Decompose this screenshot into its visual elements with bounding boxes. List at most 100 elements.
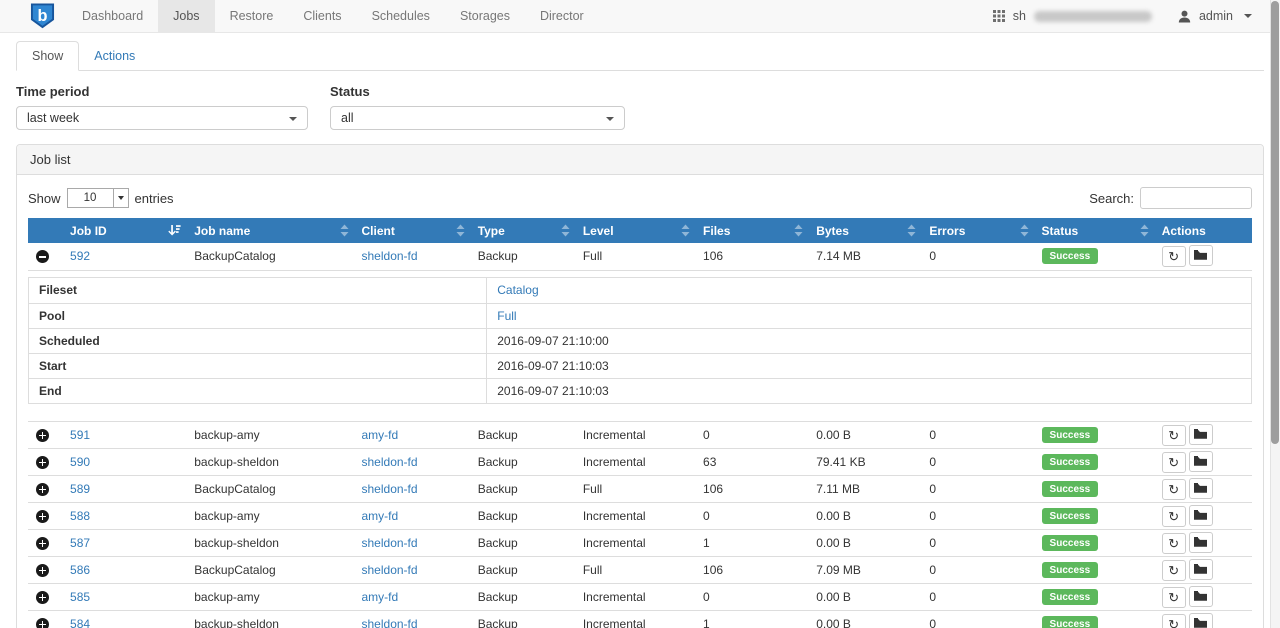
client-link[interactable]: amy-fd (362, 590, 399, 604)
column-header-level[interactable]: Level (575, 218, 695, 243)
expand-row-icon[interactable] (36, 618, 49, 628)
column-header-errors[interactable]: Errors (921, 218, 1033, 243)
errors-cell: 0 (921, 610, 1033, 628)
run-again-button[interactable]: ↻ (1162, 452, 1186, 473)
nav-item-dashboard[interactable]: Dashboard (67, 0, 158, 32)
bacula-logo[interactable]: b (0, 0, 67, 32)
job-id-link[interactable]: 587 (70, 536, 90, 550)
status-badge: Success (1042, 248, 1099, 264)
run-again-button[interactable]: ↻ (1162, 246, 1186, 267)
vertical-scrollbar[interactable] (1270, 0, 1280, 628)
job-row-585: 585backup-amyamy-fdBackupIncremental00.0… (28, 583, 1252, 610)
job-id-link[interactable]: 590 (70, 455, 90, 469)
job-log-button[interactable] (1189, 586, 1213, 607)
job-log-button[interactable] (1189, 245, 1213, 266)
run-again-button[interactable]: ↻ (1162, 479, 1186, 500)
job-log-button[interactable] (1189, 505, 1213, 526)
run-again-button[interactable]: ↻ (1162, 425, 1186, 446)
job-log-button[interactable] (1189, 424, 1213, 445)
client-link[interactable]: sheldon-fd (362, 563, 418, 577)
entries-label: entries (135, 191, 174, 206)
client-link[interactable]: sheldon-fd (362, 536, 418, 550)
tab-actions[interactable]: Actions (79, 42, 150, 70)
job-name-cell: BackupCatalog (186, 475, 353, 502)
files-cell: 106 (695, 556, 808, 583)
time-period-select[interactable]: last week (16, 106, 308, 130)
detail-value-link[interactable]: Catalog (497, 283, 538, 297)
job-log-button[interactable] (1189, 478, 1213, 499)
client-link[interactable]: sheldon-fd (362, 482, 418, 496)
collapse-row-icon[interactable] (36, 250, 49, 263)
files-cell: 0 (695, 583, 808, 610)
expand-row-icon[interactable] (36, 537, 49, 550)
redacted-hostname (1034, 11, 1152, 22)
job-id-link[interactable]: 585 (70, 590, 90, 604)
job-log-button[interactable] (1189, 559, 1213, 580)
scrollbar-thumb[interactable] (1271, 1, 1279, 444)
column-header-job-id[interactable]: Job ID (62, 218, 186, 243)
bytes-cell: 0.00 B (808, 610, 921, 628)
job-log-button[interactable] (1189, 532, 1213, 553)
user-menu[interactable]: admin (1199, 9, 1233, 23)
job-id-link[interactable]: 586 (70, 563, 90, 577)
expand-row-icon[interactable] (36, 564, 49, 577)
column-header-client[interactable]: Client (354, 218, 470, 243)
bytes-cell: 0.00 B (808, 583, 921, 610)
job-row-590: 590backup-sheldonsheldon-fdBackupIncreme… (28, 448, 1252, 475)
expand-row-icon[interactable] (36, 483, 49, 496)
tab-show[interactable]: Show (16, 41, 79, 71)
nav-item-clients[interactable]: Clients (288, 0, 356, 32)
files-cell: 0 (695, 421, 808, 448)
client-link[interactable]: sheldon-fd (362, 455, 418, 469)
job-id-link[interactable]: 592 (70, 249, 90, 263)
expand-row-icon[interactable] (36, 456, 49, 469)
job-id-cell: 590 (62, 448, 186, 475)
job-id-link[interactable]: 589 (70, 482, 90, 496)
nav-item-schedules[interactable]: Schedules (357, 0, 445, 32)
run-again-button[interactable]: ↻ (1162, 506, 1186, 527)
job-id-link[interactable]: 588 (70, 509, 90, 523)
client-link[interactable]: sheldon-fd (362, 617, 418, 628)
run-again-button[interactable]: ↻ (1162, 587, 1186, 608)
level-cell: Incremental (575, 583, 695, 610)
job-id-link[interactable]: 591 (70, 428, 90, 442)
client-link[interactable]: amy-fd (362, 509, 399, 523)
nav-item-restore[interactable]: Restore (215, 0, 289, 32)
job-row-592: 592BackupCatalogsheldon-fdBackupFull1067… (28, 243, 1252, 270)
job-log-button[interactable] (1189, 451, 1213, 472)
column-header-status[interactable]: Status (1034, 218, 1154, 243)
entries-select[interactable]: 10 (67, 188, 129, 208)
detail-value-link[interactable]: Full (497, 309, 516, 323)
client-link[interactable]: sheldon-fd (362, 249, 418, 263)
job-log-button[interactable] (1189, 613, 1213, 628)
job-id-link[interactable]: 584 (70, 617, 90, 628)
job-name-cell: backup-amy (186, 502, 353, 529)
expand-row-icon[interactable] (36, 429, 49, 442)
detail-row-start: Start2016-09-07 21:10:03 (29, 353, 1251, 378)
expand-row-icon[interactable] (36, 510, 49, 523)
bytes-cell: 0.00 B (808, 421, 921, 448)
client-link[interactable]: amy-fd (362, 428, 399, 442)
column-header-type[interactable]: Type (470, 218, 575, 243)
job-row-589: 589BackupCatalogsheldon-fdBackupFull1067… (28, 475, 1252, 502)
actions-cell: ↻ (1154, 556, 1252, 583)
page-tabs: ShowActions (16, 41, 1264, 71)
nav-item-jobs[interactable]: Jobs (158, 0, 214, 32)
chevron-down-icon[interactable] (1244, 14, 1252, 18)
run-again-button[interactable]: ↻ (1162, 533, 1186, 554)
run-again-button[interactable]: ↻ (1162, 614, 1186, 628)
level-cell: Incremental (575, 610, 695, 628)
nav-item-storages[interactable]: Storages (445, 0, 525, 32)
apps-grid-icon[interactable] (993, 10, 1005, 22)
detail-label: Scheduled (29, 329, 487, 353)
search-input[interactable] (1140, 187, 1252, 209)
actions-cell: ↻ (1154, 448, 1252, 475)
nav-item-director[interactable]: Director (525, 0, 599, 32)
status-select[interactable]: all (330, 106, 625, 130)
run-again-button[interactable]: ↻ (1162, 560, 1186, 581)
column-header-files[interactable]: Files (695, 218, 808, 243)
expand-row-icon[interactable] (36, 591, 49, 604)
detail-value: Catalog (487, 283, 548, 297)
column-header-bytes[interactable]: Bytes (808, 218, 921, 243)
column-header-job-name[interactable]: Job name (186, 218, 353, 243)
